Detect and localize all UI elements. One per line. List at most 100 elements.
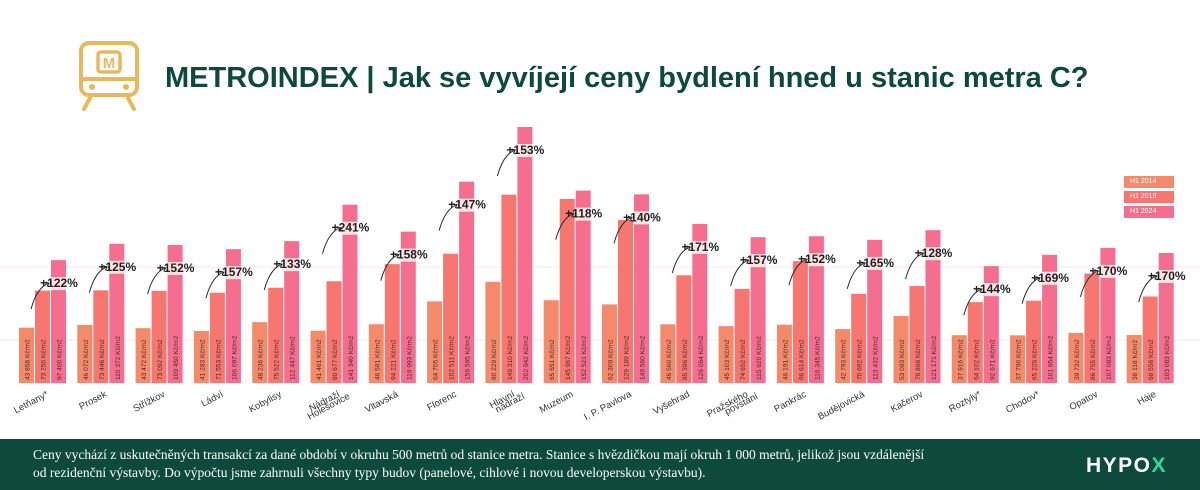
growth-highlight bbox=[283, 258, 300, 272]
category-label: Muzeum bbox=[538, 389, 575, 416]
bar-2024 bbox=[517, 127, 533, 383]
growth-label: +170% bbox=[1148, 269, 1186, 283]
category-label: I. P. Pavlova bbox=[582, 389, 634, 424]
category-label: Letňany* bbox=[12, 389, 51, 416]
category-label: Háje bbox=[1136, 389, 1158, 408]
bar-value-label: 97 400 Kč/m2 bbox=[57, 339, 64, 380]
bar-value-label: 37 790 Kč/m2 bbox=[1016, 339, 1023, 380]
bar-2014 bbox=[310, 330, 326, 383]
growth-label: +153% bbox=[507, 143, 545, 157]
growth-highlight bbox=[399, 248, 416, 262]
bar-value-label: 126 064 Kč/m2 bbox=[698, 335, 705, 380]
growth-label: +128% bbox=[915, 246, 953, 260]
growth-highlight bbox=[633, 211, 649, 225]
growth-arrow bbox=[613, 216, 633, 244]
bar-2019 bbox=[326, 281, 342, 383]
bar-2014 bbox=[602, 304, 617, 383]
bar-value-label: 65 226 Kč/m2 bbox=[1032, 339, 1039, 380]
bar-2019 bbox=[792, 261, 808, 383]
bar-value-label: 41 283 Kč/m2 bbox=[199, 339, 206, 380]
bar-value-label: 107 083 Kč/m2 bbox=[1106, 335, 1113, 380]
bar-value-label: 41 461 Kč/m2 bbox=[316, 339, 323, 380]
growth-arrow bbox=[1079, 270, 1099, 298]
metro-train-icon: M bbox=[79, 41, 139, 111]
bar-value-label: 149 310 Kč/m2 bbox=[507, 335, 514, 380]
legend-item-2014: H1 2014 bbox=[1124, 176, 1174, 188]
bar-2014 bbox=[1126, 334, 1142, 383]
bar-2019 bbox=[443, 253, 459, 383]
growth-highlight bbox=[866, 256, 883, 270]
bar-2024 bbox=[634, 194, 649, 383]
bar-value-label: 115 620 Kč/m2 bbox=[756, 336, 763, 380]
growth-highlight bbox=[691, 240, 708, 254]
category-label: Prosek bbox=[77, 389, 108, 413]
bar-2019 bbox=[384, 264, 400, 383]
bar-value-label: 116 345 Kč/m2 bbox=[814, 336, 821, 380]
bar-value-label: 48 236 Kč/m2 bbox=[258, 339, 265, 380]
bar-value-label: 129 189 Kč/m2 bbox=[624, 335, 631, 380]
bar-2024 bbox=[1100, 247, 1116, 383]
category-label: Ládví bbox=[200, 389, 226, 410]
growth-label: +165% bbox=[856, 256, 894, 270]
bar-value-label: 46 191 Kč/m2 bbox=[782, 339, 789, 380]
growth-arrowhead bbox=[686, 245, 692, 251]
bar-value-label: 80 677 Kč/m2 bbox=[332, 339, 339, 380]
bar-2024 bbox=[1158, 252, 1174, 383]
growth-arrow bbox=[1138, 275, 1157, 303]
price-bar-chart: 43 858 Kč/m2 73 250 Kč/m2 97 400 Kč/m2 +122… bbox=[0, 127, 1200, 424]
growth-arrow bbox=[905, 252, 924, 280]
growth-label: +118% bbox=[565, 207, 602, 221]
bar-value-label: 85 396 Kč/m2 bbox=[682, 339, 689, 380]
growth-highlight bbox=[516, 144, 533, 157]
footer: Ceny vychází z uskutečněných transakcí z… bbox=[0, 439, 1200, 490]
bar-value-label: 141 340 Kč/m2 bbox=[348, 335, 355, 380]
bar-value-label: 109 450 Kč/m2 bbox=[173, 335, 180, 380]
growth-arrow bbox=[730, 259, 749, 287]
bar-value-label: 65 651 Kč/m2 bbox=[549, 339, 556, 380]
growth-label: +170% bbox=[1090, 264, 1128, 278]
growth-arrowhead bbox=[627, 215, 633, 222]
growth-highlight bbox=[1041, 271, 1058, 285]
growth-arrowhead bbox=[569, 212, 575, 218]
bar-2019 bbox=[268, 287, 284, 383]
growth-highlight bbox=[224, 266, 241, 280]
category-label: Pankrác bbox=[772, 389, 808, 415]
category-label: Střížkov bbox=[132, 389, 168, 415]
category-label: Chodov* bbox=[1004, 389, 1042, 416]
growth-highlight bbox=[166, 261, 183, 275]
bar-2024 bbox=[342, 204, 358, 383]
bar-2014 bbox=[718, 326, 734, 383]
bar-2019 bbox=[1084, 273, 1100, 383]
bar-2014 bbox=[252, 322, 268, 383]
bar-2019 bbox=[559, 198, 575, 383]
growth-arrowhead bbox=[1035, 276, 1041, 282]
growth-highlight bbox=[50, 277, 66, 291]
growth-arrowhead bbox=[278, 262, 283, 268]
bar-value-label: 106 097 Kč/m2 bbox=[231, 335, 238, 380]
growth-arrow bbox=[263, 263, 283, 291]
bar-2024 bbox=[575, 190, 591, 383]
category-label: Vyšehrad bbox=[651, 389, 691, 417]
bar-2014 bbox=[485, 281, 501, 383]
bar-2019 bbox=[209, 292, 225, 383]
bar-value-label: 43 858 Kč/m2 bbox=[25, 339, 32, 380]
bar-2014 bbox=[193, 330, 209, 383]
growth-highlight bbox=[924, 247, 941, 261]
bar-value-label: 152 521 Kč/m2 bbox=[581, 335, 588, 380]
bar-value-label: 62 309 Kč/m2 bbox=[608, 339, 615, 380]
growth-arrow bbox=[322, 227, 341, 254]
growth-arrow bbox=[496, 149, 516, 177]
page-title: METROINDEX | Jak se vyvíjejí ceny bydlen… bbox=[165, 62, 1089, 94]
bar-value-label: 46 591 Kč/m2 bbox=[374, 339, 381, 380]
growth-label: +158% bbox=[390, 248, 428, 262]
bar-2024 bbox=[51, 260, 66, 383]
bar-2014 bbox=[19, 327, 34, 383]
bar-value-label: 112 447 Kč/m2 bbox=[290, 336, 297, 380]
hypox-logo: HYPOX bbox=[1086, 454, 1167, 478]
growth-highlight bbox=[1157, 269, 1174, 283]
bar-2014 bbox=[835, 329, 851, 383]
legend-item-2024: H1 2024 bbox=[1124, 206, 1174, 218]
bar-value-label: 159 595 Kč/m2 bbox=[465, 335, 472, 380]
bar-2014 bbox=[135, 328, 151, 383]
growth-label: +152% bbox=[157, 261, 195, 275]
